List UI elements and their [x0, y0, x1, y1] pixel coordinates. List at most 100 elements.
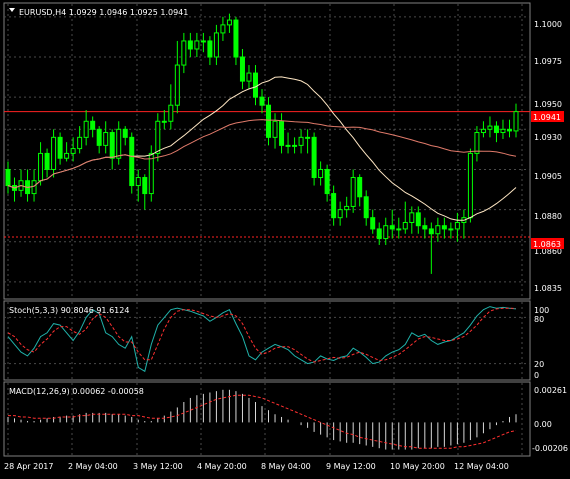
candle-body [135, 177, 141, 187]
candle-body [64, 152, 70, 159]
stoch-main-line [7, 306, 517, 373]
candle-body [285, 144, 291, 147]
x-tick-label: 12 May 04:00 [454, 462, 509, 471]
y-tick-label: -0.00206 [532, 444, 568, 453]
candle-body [122, 128, 128, 138]
candle-body [161, 120, 167, 123]
moving-average-slow [7, 119, 517, 189]
y-tick-label: 1.0905 [534, 172, 562, 181]
candle-body [96, 128, 102, 146]
candle-body [129, 136, 135, 187]
x-tick-label: 10 May 20:00 [390, 462, 445, 471]
candle-body [90, 120, 96, 130]
y-tick-label: 1.1000 [534, 20, 562, 29]
candle-body [474, 132, 480, 154]
candle-body [311, 136, 317, 179]
y-tick-label: 20 [534, 360, 544, 369]
candle-body [441, 225, 447, 230]
candle-body [57, 136, 63, 159]
candle-body [31, 180, 37, 195]
candle-body [292, 144, 298, 147]
x-axis: 28 Apr 2017 2 May 04:00 3 May 12:00 4 Ma… [4, 462, 509, 471]
main-panel-frame[interactable] [3, 2, 531, 300]
candle-body [220, 24, 226, 34]
symbol-dropdown-icon[interactable] [9, 8, 15, 12]
candle-body [194, 40, 200, 50]
main-y-axis: 1.1000 1.0975 1.0950 1.0930 1.0905 1.088… [534, 20, 562, 293]
x-tick-label: 2 May 04:00 [68, 462, 118, 471]
candle-body [480, 128, 486, 134]
y-tick-label: 1.0860 [534, 247, 562, 256]
y-tick-label: 1.0835 [534, 284, 562, 293]
candle-body [409, 212, 415, 223]
x-tick-label: 9 May 12:00 [326, 462, 376, 471]
candle-body [83, 120, 89, 138]
candle-body [272, 120, 278, 138]
candle-body [370, 217, 376, 230]
x-tick-label: 3 May 12:00 [133, 462, 183, 471]
level-price-tag-text: 1.0863 [533, 240, 561, 249]
candle-body [109, 132, 115, 159]
x-tick-label: 4 May 20:00 [197, 462, 247, 471]
macd-panel-frame[interactable] [3, 381, 531, 457]
level-price-tag: 1.0863 [531, 238, 564, 249]
y-tick-label: 100 [534, 306, 549, 315]
candle-body [428, 228, 434, 235]
candle-body [181, 40, 187, 66]
candle-body [200, 40, 206, 43]
candle-body [422, 225, 428, 230]
y-tick-label: 1.0975 [534, 57, 562, 66]
candle-body [454, 221, 460, 230]
candle-body [266, 104, 272, 138]
candle-body [168, 104, 174, 122]
symbol-header: EURUSD,H4 1.0929 1.0946 1.0925 1.0941 [19, 8, 188, 17]
candle-body [415, 212, 421, 227]
stoch-panel-frame[interactable] [3, 300, 531, 381]
candle-body [493, 125, 499, 134]
y-tick-label: 0 [534, 371, 539, 380]
candle-body [279, 120, 285, 146]
candle-body [324, 168, 330, 195]
candle-body [363, 196, 369, 219]
candle-body [350, 177, 356, 207]
candle-body [226, 19, 232, 26]
y-tick-label: 80 [534, 315, 544, 324]
current-price-tag: 1.0941 [531, 111, 564, 122]
candle-body [77, 136, 83, 150]
candle-body [252, 72, 258, 98]
macd-header: MACD(12,26,9) 0.00062 -0.00058 [9, 387, 144, 396]
current-price-tag-text: 1.0941 [533, 113, 561, 122]
candle-body [298, 136, 304, 146]
candle-body [376, 228, 382, 240]
macd-plot [7, 389, 517, 450]
y-tick-label: 1.0880 [534, 212, 562, 221]
main-price-plot [4, 13, 530, 274]
candle-body [396, 228, 402, 231]
candle-body [233, 19, 239, 58]
candle-body [331, 193, 337, 219]
candle-body [70, 148, 76, 154]
candle-body [402, 221, 408, 230]
candle-body [148, 152, 154, 195]
candle-body [103, 132, 109, 146]
stoch-y-axis: 100 80 20 0 [534, 306, 549, 380]
y-tick-label: 1.0930 [534, 133, 562, 142]
stoch-header: Stoch(5,3,3) 90.8046 91.6124 [9, 306, 129, 315]
candle-body [174, 64, 180, 106]
macd-y-axis: 0.00261 0.00 -0.00206 [532, 386, 568, 453]
candle-body [44, 152, 50, 170]
candle-body [500, 128, 506, 134]
x-tick-label: 8 May 04:00 [261, 462, 311, 471]
candle-body [513, 111, 519, 132]
candle-body [142, 177, 148, 195]
candle-body [246, 72, 252, 82]
candle-body [116, 128, 122, 159]
candle-body [435, 225, 441, 235]
candle-body [239, 56, 245, 82]
stoch-signal-line [7, 307, 517, 363]
candle-body [187, 40, 193, 50]
y-tick-label: 0.00261 [534, 386, 567, 395]
stochastic-plot [4, 306, 530, 373]
candle-body [383, 225, 389, 240]
